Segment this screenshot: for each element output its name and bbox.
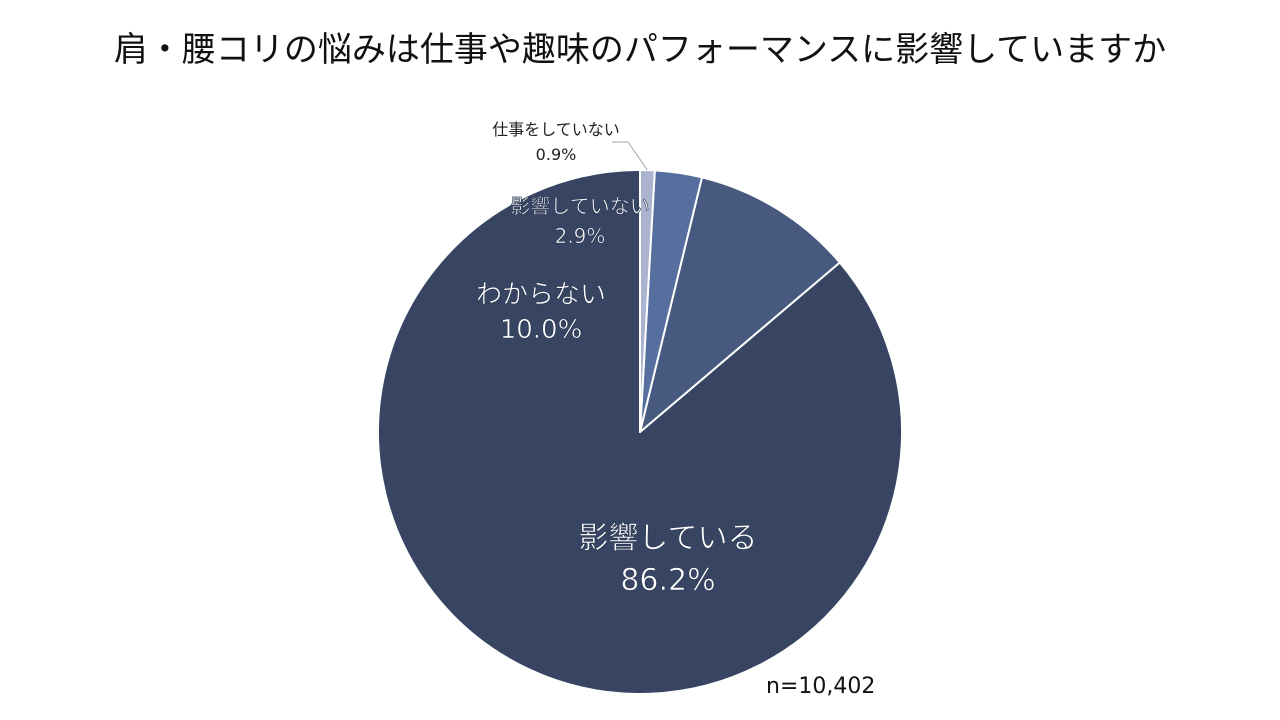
slice-label-name: 仕事をしていない: [492, 120, 620, 139]
slice-label-value: 10.0%: [500, 315, 583, 345]
sample-size-note: n=10,402: [766, 674, 876, 699]
leader-lines: [612, 141, 648, 171]
pie-slices: [377, 169, 903, 695]
slice-label-name: 影響していない: [510, 194, 649, 218]
leader-line: [612, 141, 648, 171]
slice-label-name: 影響している: [578, 521, 757, 556]
slice-label: 影響している 86.2%: [578, 521, 758, 599]
slice-label: わからない 10.0%: [476, 280, 607, 346]
pie-slice: [639, 176, 841, 433]
slice-label-value: 86.2%: [620, 563, 715, 598]
slice-label-name: わからない: [476, 280, 606, 310]
slice-label: 仕事をしていない 0.9%: [492, 120, 620, 164]
pie-slice: [377, 169, 903, 695]
slice-label-value: 0.9%: [536, 145, 577, 164]
slice-label: 影響していない 2.9%: [510, 194, 650, 249]
slice-label-value: 2.9%: [555, 224, 606, 248]
slice-labels: 影響している 86.2% わからない 10.0% 影響していない 2.9% 仕事をしていない…: [476, 120, 758, 598]
pie-slice: [639, 169, 656, 433]
chart-title: 肩・腰コリの悩みは仕事や趣味のパフォーマンスに影響していますか: [113, 30, 1167, 70]
